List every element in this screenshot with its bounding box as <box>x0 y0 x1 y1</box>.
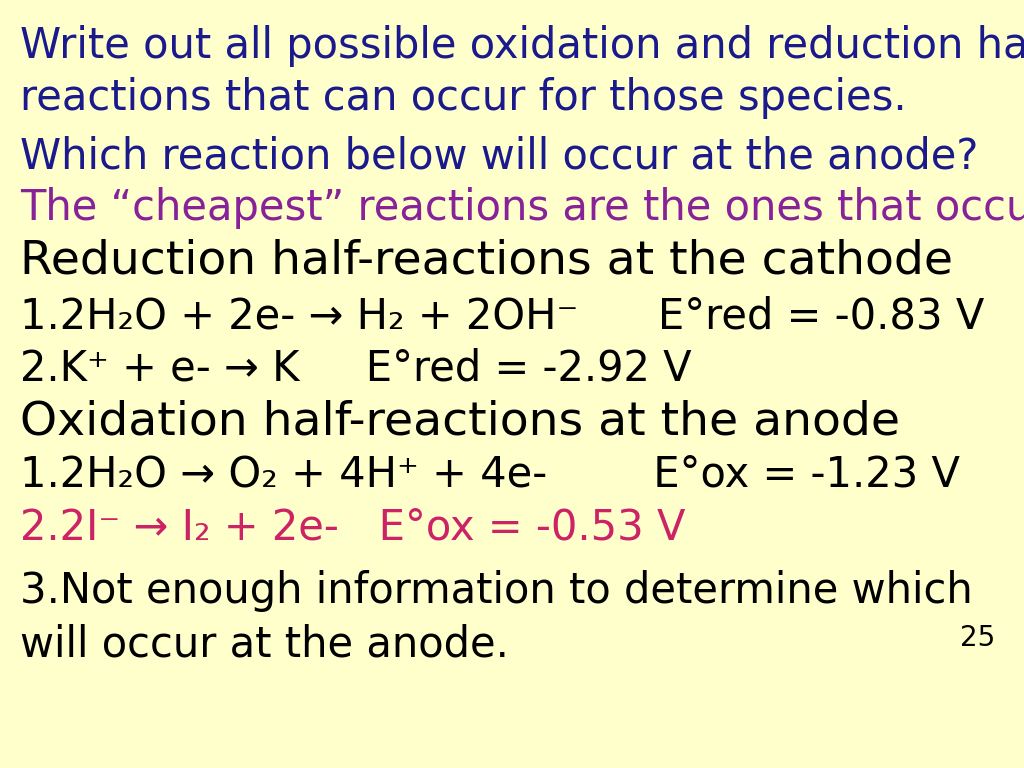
Text: Reduction half-reactions at the cathode: Reduction half-reactions at the cathode <box>20 238 953 283</box>
Text: 25: 25 <box>961 624 995 651</box>
Text: reactions that can occur for those species.: reactions that can occur for those speci… <box>20 77 907 119</box>
Text: The “cheapest” reactions are the ones that occur!: The “cheapest” reactions are the ones th… <box>20 187 1024 229</box>
Text: 3.Not enough information to determine which: 3.Not enough information to determine wh… <box>20 570 973 612</box>
Text: Which reaction below will occur at the anode?: Which reaction below will occur at the a… <box>20 135 979 177</box>
Text: Oxidation half-reactions at the anode: Oxidation half-reactions at the anode <box>20 399 900 445</box>
Text: 2.K⁺ + e- → K     E°red = -2.92 V: 2.K⁺ + e- → K E°red = -2.92 V <box>20 347 692 389</box>
Text: will occur at the anode.: will occur at the anode. <box>20 624 509 666</box>
Text: 1.2H₂O + 2e- → H₂ + 2OH⁻      E°red = -0.83 V: 1.2H₂O + 2e- → H₂ + 2OH⁻ E°red = -0.83 V <box>20 296 985 338</box>
Text: 2.2I⁻ → I₂ + 2e-   E°ox = -0.53 V: 2.2I⁻ → I₂ + 2e- E°ox = -0.53 V <box>20 507 686 549</box>
Text: 1.2H₂O → O₂ + 4H⁺ + 4e-        E°ox = -1.23 V: 1.2H₂O → O₂ + 4H⁺ + 4e- E°ox = -1.23 V <box>20 453 961 495</box>
Text: Write out all possible oxidation and reduction half-: Write out all possible oxidation and red… <box>20 25 1024 67</box>
